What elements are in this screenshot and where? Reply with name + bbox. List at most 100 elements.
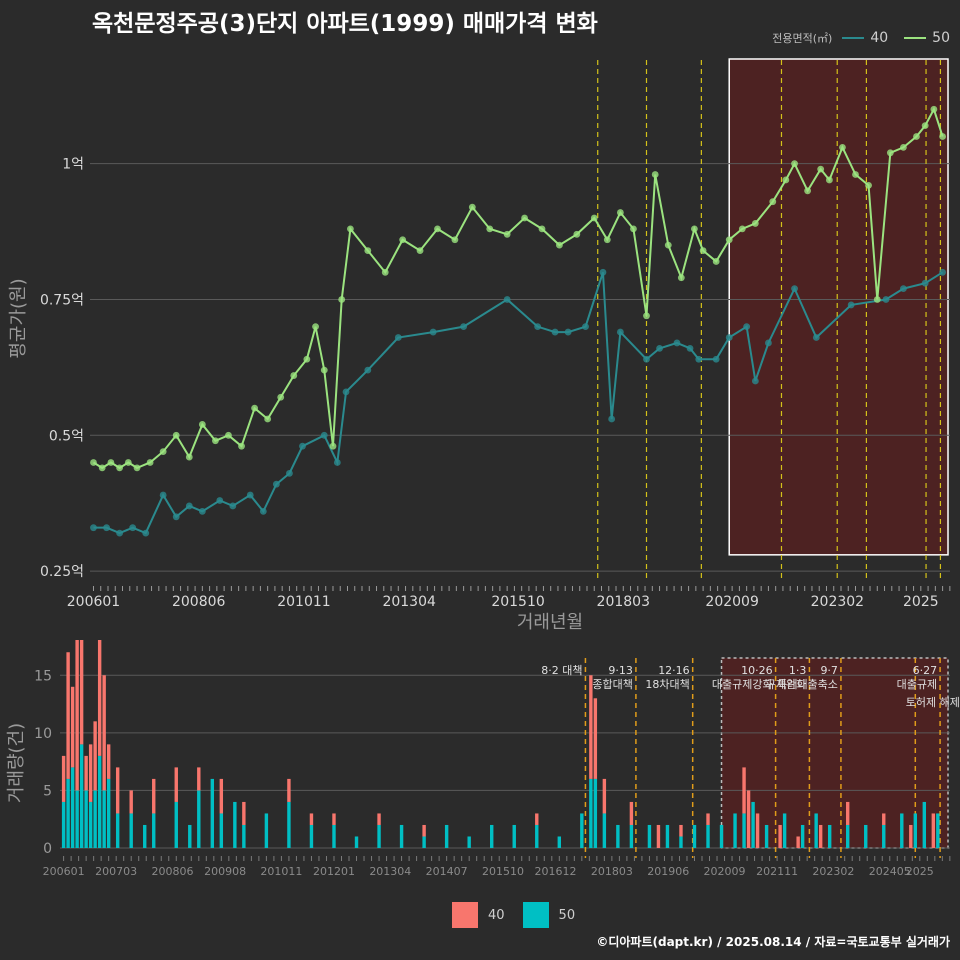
legend-area-size: 전용면적(㎡) 40 50 [772, 30, 950, 46]
series-50-bar [512, 824, 516, 848]
series-40-bar [197, 767, 201, 791]
series-50-bar [593, 778, 598, 848]
series-50-bar [800, 824, 805, 848]
y-tick-label: 10 [34, 726, 52, 742]
series-40-point [246, 491, 254, 499]
series-50-point [839, 143, 846, 151]
policy-label: 8·2 대책 [541, 664, 582, 677]
legend-volume: 40 50 [452, 902, 575, 928]
series-50-point [312, 323, 319, 331]
x-tick-label: 201510 [482, 865, 524, 878]
series-50-point [664, 241, 672, 249]
series-40-point [394, 334, 402, 341]
x-tick-label: 201612 [535, 865, 577, 878]
series-50-bar [900, 813, 904, 848]
x-tick-label: 201510 [491, 594, 544, 610]
series-50-bar [84, 790, 88, 848]
series-50-point [486, 225, 494, 233]
series-40-point [503, 296, 511, 303]
series-40-bar [93, 721, 97, 791]
series-40-bar [102, 675, 106, 791]
series-50-point [939, 133, 946, 140]
y-tick-label: 0 [43, 841, 52, 857]
series-40-point [299, 442, 306, 450]
series-50-bar [219, 813, 224, 848]
series-50-bar [377, 824, 381, 848]
series-40-bar [755, 813, 760, 848]
y-axis-label: 거래량(건) [6, 723, 27, 803]
series-50-bar [557, 836, 562, 848]
series-50-point [503, 230, 511, 238]
series-50-bar [665, 824, 670, 848]
series-50-point [399, 236, 407, 244]
series-40-point [159, 491, 167, 499]
x-tick-label: 202302 [812, 865, 854, 878]
series-40-bar [75, 640, 79, 791]
series-40-point [882, 296, 890, 303]
x-tick-label: 200806 [152, 865, 194, 878]
series-50-bar [882, 824, 886, 848]
series-40-point [712, 355, 720, 363]
x-tick-label: 202302 [811, 594, 864, 610]
series-50-point [381, 268, 389, 276]
series-50-point [738, 225, 746, 233]
series-50-point [677, 274, 685, 282]
series-40-point [286, 469, 293, 477]
legend-swatch-50 [522, 902, 549, 928]
series-50-bar [75, 790, 79, 848]
series-40-point [320, 431, 328, 439]
x-tick-label: 201011 [260, 865, 302, 878]
series-50-point [277, 393, 285, 401]
policy-label: 특례대출축소 [777, 678, 838, 691]
legend-label-50: 50 [932, 30, 950, 46]
series-50-bar [719, 824, 724, 848]
series-50-point [556, 241, 563, 249]
series-50-bar [287, 801, 291, 848]
series-40-point [216, 497, 224, 504]
series-50-point [712, 258, 720, 265]
series-40-point [172, 513, 180, 521]
series-50-bar [467, 836, 471, 848]
series-50-point [416, 247, 424, 254]
series-40-bar [422, 824, 426, 837]
series-40-bar [88, 744, 93, 802]
series-40-bar [593, 698, 598, 779]
series-40-point [608, 415, 616, 423]
policy-label: 대출규제강화 [712, 678, 773, 691]
series-50-bar [647, 824, 652, 848]
policy-label: 1·3 [789, 664, 807, 677]
legend-swatch-40 [452, 902, 478, 928]
series-50-point [873, 296, 881, 303]
series-40-point [812, 334, 820, 341]
series-50-bar [88, 801, 93, 848]
x-tick-label: 201304 [369, 865, 411, 878]
series-40-point [643, 355, 650, 363]
series-50-bar [309, 824, 314, 848]
series-40-point [333, 459, 341, 466]
series-50-point [921, 122, 929, 130]
policy-label: 토허제 해제 [906, 695, 960, 709]
series-50-bar [102, 790, 106, 848]
series-50-bar [106, 778, 111, 848]
legend-swatch-40 [842, 37, 865, 39]
series-50-bar [629, 824, 634, 848]
series-40-bar [778, 824, 782, 848]
series-40-bar [61, 755, 66, 802]
series-50-bar [210, 778, 215, 848]
series-40-bar [174, 767, 178, 802]
policy-label: 9·13 [608, 664, 633, 677]
series-50-bar [535, 824, 539, 848]
series-50-bar [354, 836, 359, 848]
legend-title: 전용면적(㎡) [772, 32, 833, 45]
series-40-bar [629, 801, 634, 825]
series-50-point [212, 437, 219, 445]
series-40-bar [746, 790, 751, 848]
series-40-bar [706, 813, 710, 825]
y-tick-label: 0.25억 [40, 564, 84, 580]
series-40-point [142, 529, 150, 537]
policy-label: 종합대책 [592, 678, 632, 691]
x-tick-label: 200806 [172, 594, 226, 610]
series-50-bar [616, 824, 620, 848]
series-50-point [146, 459, 154, 466]
series-50-point [133, 464, 141, 472]
